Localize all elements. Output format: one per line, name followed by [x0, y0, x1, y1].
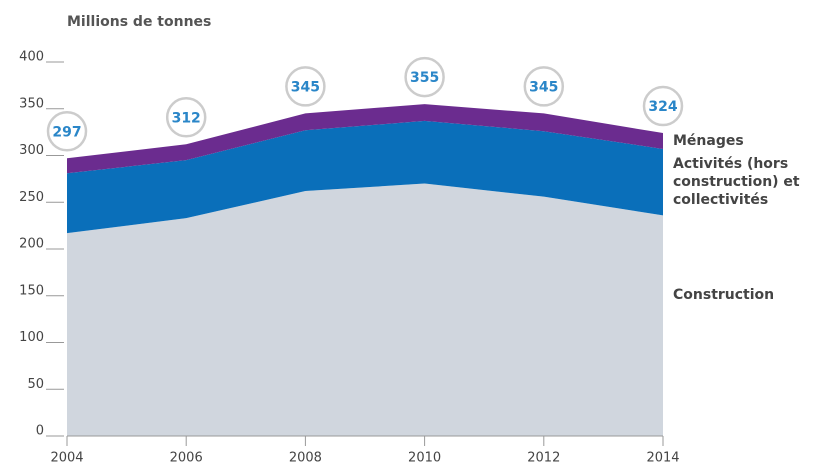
total-badge: [642, 85, 684, 127]
area: [67, 104, 663, 174]
total-label: 345: [529, 79, 558, 95]
series-label: Construction: [673, 286, 775, 303]
total-badge: [165, 97, 207, 138]
x-tick-label: 2014: [646, 451, 679, 466]
total-label: 297: [52, 124, 81, 140]
y-tick-label: 250: [19, 190, 44, 205]
x-tick-label: 2008: [289, 451, 322, 466]
y-tick-label: 100: [19, 330, 44, 345]
chart-title: Millions de tonnes: [67, 14, 211, 30]
x-tick-label: 2012: [527, 451, 560, 466]
total-label: 324: [648, 99, 677, 115]
series-label: Activités (hors construction) et collect…: [673, 156, 800, 209]
total-label: 312: [172, 110, 201, 126]
y-tick-label: 350: [19, 96, 44, 111]
y-tick-label: 0: [36, 424, 44, 439]
total-badge: [46, 111, 88, 152]
y-tick-label: 200: [19, 237, 44, 252]
x-tick-label: 2010: [408, 451, 441, 466]
series-label: Ménages: [673, 133, 744, 149]
area: [67, 183, 663, 436]
y-tick-label: 400: [19, 50, 44, 65]
total-badge: [523, 66, 565, 107]
y-tick-label: 150: [19, 283, 44, 298]
y-tick-label: 50: [27, 377, 44, 392]
total-badge: [285, 66, 326, 107]
total-label: 345: [291, 79, 320, 95]
x-tick-label: 2004: [50, 451, 83, 466]
total-badge: [404, 56, 445, 98]
y-tick-label: 300: [19, 143, 44, 158]
total-label: 355: [410, 70, 439, 86]
area: [67, 120, 663, 234]
x-tick-label: 2006: [170, 451, 203, 466]
